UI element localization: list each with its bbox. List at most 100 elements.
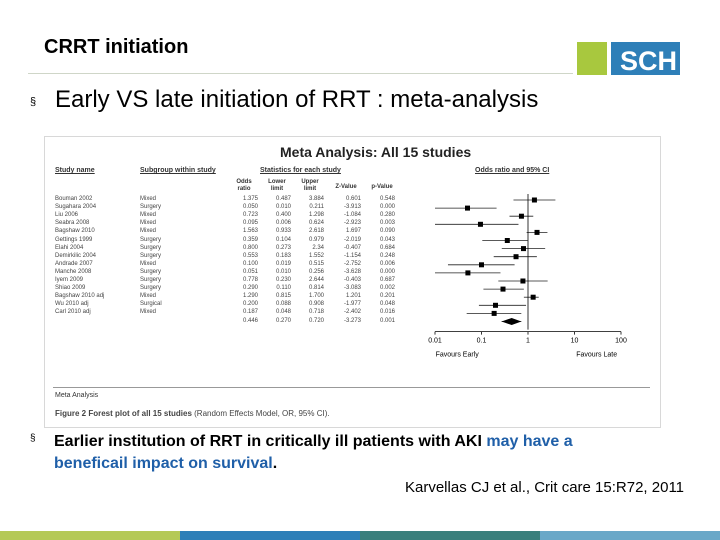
- forest-plot-figure: Meta Analysis: All 15 studies Study name…: [44, 136, 661, 428]
- stat-cell-lower: 0.273: [275, 244, 291, 251]
- study-point: [479, 262, 484, 268]
- stat-cell-z: -1.084: [343, 212, 361, 219]
- stat-cell-p: 0.001: [379, 317, 395, 324]
- axis-tick-label: 10: [571, 338, 579, 345]
- stat-cell-upper: 1.700: [308, 293, 324, 300]
- caption-rest: (Random Effects Model, OR, 95% CI).: [191, 409, 330, 418]
- stat-cell-upper: 2.618: [308, 228, 324, 235]
- favours-early-label: Favours Early: [436, 352, 480, 359]
- stat-cell-z: -2.923: [343, 220, 361, 227]
- stat-cell-upper: 0.814: [308, 285, 324, 292]
- stat-cell-or: 0.051: [242, 268, 258, 275]
- study-name-cell: Andrade 2007: [55, 260, 93, 267]
- study-point: [477, 221, 483, 227]
- subgroup-cell: Surgery: [140, 204, 162, 211]
- subgroup-cell: Surgery: [140, 285, 162, 292]
- stat-cell-lower: 0.110: [276, 285, 291, 292]
- study-point: [530, 294, 536, 300]
- axis-tick-label: 1: [526, 338, 530, 345]
- study-name-cell: Iyem 2009: [55, 277, 84, 283]
- stat-cell-lower: 0.933: [275, 228, 291, 235]
- subhead-odds-ratio: Odds ratio: [236, 179, 252, 192]
- stat-cell-or: 0.723: [242, 212, 258, 219]
- stat-cell-p: 0.684: [379, 244, 395, 251]
- stat-cell-upper: 0.908: [308, 301, 324, 308]
- stat-cell-or: 0.778: [242, 277, 258, 283]
- bar-segment-blue: [180, 531, 360, 540]
- bullet-2-highlight: may have a: [486, 433, 573, 450]
- stat-cell-lower: 0.010: [275, 204, 291, 211]
- figure-footer-label: Meta Analysis: [55, 392, 99, 399]
- stat-cell-z: -3.273: [343, 317, 361, 324]
- stat-cell-z: 0.601: [345, 196, 361, 202]
- stat-cell-p: 0.048: [379, 301, 395, 308]
- stat-cell-z: -3.083: [343, 285, 361, 292]
- stat-cell-p: 0.000: [379, 204, 395, 211]
- study-name-cell: Sugahara 2004: [55, 204, 97, 211]
- stat-cell-lower: 0.815: [275, 293, 291, 300]
- stat-cell-upper: 0.515: [308, 260, 324, 267]
- stat-cell-lower: 0.230: [275, 277, 291, 283]
- study-point: [520, 246, 526, 252]
- subgroup-cell: Surgery: [140, 252, 162, 259]
- study-name-cell: Bagshaw 2010 adj: [55, 293, 105, 300]
- stat-cell-z: -2.752: [343, 260, 361, 267]
- subgroup-cell: Surgical: [140, 301, 162, 308]
- stat-cell-or: 0.359: [242, 236, 258, 243]
- stat-cell-lower: 0.104: [275, 236, 291, 243]
- study-point: [513, 254, 519, 260]
- bullet-2-part-4: .: [272, 455, 278, 472]
- stat-cell-or: 0.290: [242, 285, 258, 292]
- axis-tick-label: 0.01: [428, 338, 442, 345]
- stat-cell-upper: 0.720: [308, 317, 324, 324]
- stat-cell-or: 0.100: [242, 260, 258, 267]
- study-point: [520, 278, 526, 284]
- subhead-lower-limit: Lower limit: [268, 179, 286, 192]
- subhead-z-value: Z-Value: [335, 184, 357, 190]
- caption-bold: Figure 2 Forest plot of all 15 studies: [55, 409, 192, 418]
- stat-cell-lower: 0.270: [275, 317, 291, 324]
- bullet-2-part-1: Earlier institution of RRT in critically…: [54, 433, 487, 450]
- study-name-cell: Bouman 2002: [55, 196, 93, 202]
- stat-cell-upper: 0.256: [308, 268, 324, 275]
- study-name-cell: Seabra 2008: [55, 220, 90, 227]
- study-point: [465, 205, 471, 211]
- stat-cell-p: 0.006: [379, 260, 395, 267]
- stat-cell-upper: 0.979: [308, 236, 324, 243]
- stat-cell-p: 0.201: [379, 293, 395, 300]
- study-point: [500, 286, 506, 292]
- col-odds-ratio: Odds ratio and 95% CI: [475, 167, 550, 174]
- subgroup-cell: Mixed: [140, 196, 157, 202]
- stat-cell-upper: 1.298: [308, 212, 324, 219]
- study-point: [534, 229, 540, 235]
- stat-cell-lower: 0.400: [275, 212, 291, 219]
- study-name-cell: Demirkilic 2004: [55, 252, 97, 259]
- subhead-upper-limit: Upper limit: [301, 179, 319, 192]
- title-divider: [28, 73, 573, 74]
- axis-tick-label: 100: [615, 338, 627, 345]
- stat-cell-or: 0.050: [242, 204, 258, 211]
- subgroup-cell: Surgery: [140, 236, 162, 243]
- subgroup-cell: Mixed: [140, 228, 157, 235]
- bar-segment-teal: [360, 531, 540, 540]
- stat-cell-upper: 2.34: [312, 244, 324, 251]
- stat-cell-z: -2.019: [343, 236, 361, 243]
- stat-cell-upper: 1.552: [308, 252, 324, 259]
- subgroup-cell: Mixed: [140, 212, 157, 219]
- col-study-name: Study name: [55, 167, 95, 174]
- bottom-color-bar: [0, 531, 720, 540]
- study-point: [491, 310, 497, 316]
- bar-segment-green: [0, 531, 180, 540]
- stat-cell-or: 0.446: [242, 317, 258, 324]
- stat-cell-z: -0.403: [343, 277, 361, 283]
- stat-cell-or: 1.563: [242, 228, 258, 235]
- stat-cell-lower: 0.019: [275, 260, 291, 267]
- stat-cell-z: -1.977: [343, 301, 361, 308]
- study-name-cell: Bagshaw 2010: [55, 228, 95, 235]
- stat-cell-upper: 0.211: [309, 204, 324, 211]
- bullet-marker-1: §: [30, 96, 37, 108]
- stat-cell-p: 0.016: [379, 309, 395, 316]
- figure-caption: Figure 2 Forest plot of all 15 studies (…: [55, 409, 330, 418]
- col-subgroup: Subgroup within study: [140, 167, 216, 174]
- study-name-cell: Manche 2008: [55, 268, 92, 275]
